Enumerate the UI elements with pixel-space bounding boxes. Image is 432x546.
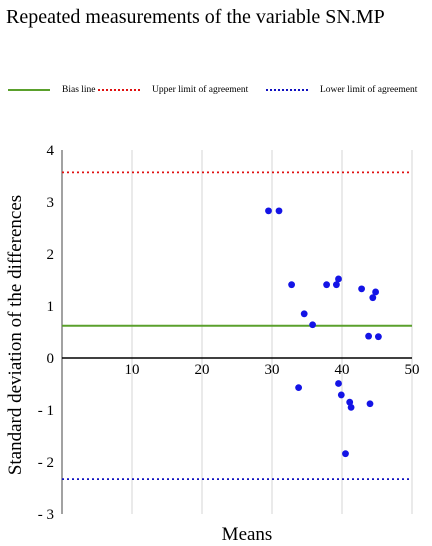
data-point-11 (342, 450, 349, 458)
data-point-12 (346, 398, 354, 406)
x-tick-label-2: 30 (265, 362, 280, 378)
x-tick-label-0: 10 (125, 362, 140, 378)
x-tick-label-1: 20 (195, 362, 210, 378)
data-point-17 (369, 294, 377, 302)
data-point-5 (295, 384, 302, 392)
data-point-7 (333, 281, 340, 289)
legend-item-bias: Bias line (8, 82, 96, 98)
y-tick-label-2: 2 (47, 247, 55, 263)
data-point-0 (265, 207, 272, 215)
data-point-3 (300, 310, 308, 318)
data-point-14 (358, 285, 365, 293)
legend-label-upper-limit: Upper limit of agreement (152, 85, 249, 95)
y-tick-label-0: 4 (47, 143, 55, 159)
legend-label-bias: Bias line (62, 85, 96, 95)
data-point-4 (309, 321, 316, 329)
data-point-2 (288, 281, 295, 289)
y-tick-label-5: - 1 (38, 403, 54, 419)
legend-item-lower-limit: Lower limit of agreement (266, 82, 417, 98)
data-point-1 (275, 207, 283, 215)
legend-swatch-lower-limit (266, 89, 308, 91)
y-tick-label-7: - 3 (38, 507, 54, 523)
data-point-18 (372, 288, 379, 296)
legend-label-lower-limit: Lower limit of agreement (320, 85, 418, 95)
x-axis-label: Means (221, 524, 273, 545)
data-point-9 (335, 380, 342, 387)
data-point-16 (366, 400, 374, 408)
y-tick-label-1: 3 (47, 195, 55, 211)
chart-title: Repeated measurements of the variable SN… (6, 6, 385, 28)
y-tick-label-3: 1 (47, 299, 55, 315)
data-point-13 (347, 404, 355, 411)
legend-swatch-upper-limit (98, 89, 140, 91)
data-point-10 (337, 391, 345, 399)
data-point-6 (323, 281, 330, 289)
y-axis-label: Standard deviation of the differences (5, 194, 26, 476)
x-tick-label-3: 40 (335, 362, 350, 378)
y-tick-label-6: - 2 (38, 455, 54, 471)
legend-item-upper-limit: Upper limit of agreement (98, 82, 248, 98)
chart-legend: Bias line Upper limit of agreement Lower… (0, 82, 432, 98)
y-tick-label-4: 0 (47, 351, 55, 367)
data-point-19 (375, 333, 382, 341)
data-point-8 (335, 275, 342, 283)
data-point-15 (365, 332, 372, 340)
x-tick-label-4: 50 (405, 362, 420, 378)
legend-swatch-bias (8, 89, 50, 91)
